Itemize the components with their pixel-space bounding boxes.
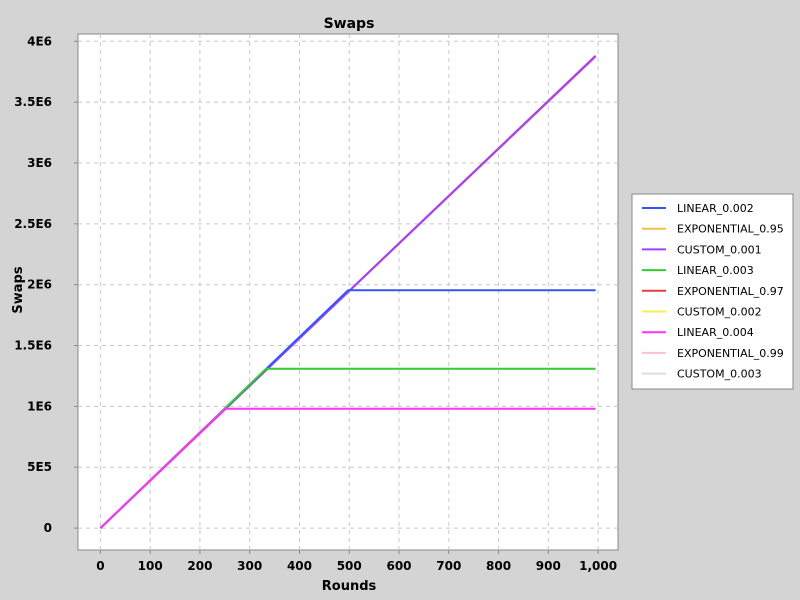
x-axis-label: Rounds <box>322 579 377 594</box>
x-tick-label: 400 <box>287 559 312 573</box>
y-tick-label: 1.5E6 <box>14 339 52 353</box>
legend-entry: CUSTOM_0.002 <box>677 306 762 319</box>
x-tick-label: 100 <box>138 559 163 573</box>
x-tick-label: 200 <box>187 559 212 573</box>
x-tick-label: 900 <box>536 559 561 573</box>
y-tick-label: 0 <box>44 521 52 535</box>
legend-entry: CUSTOM_0.001 <box>677 243 762 256</box>
legend-entry: EXPONENTIAL_0.99 <box>677 347 784 360</box>
legend-entry: LINEAR_0.004 <box>677 326 754 339</box>
y-axis-label: Swaps <box>11 266 26 313</box>
x-tick-label: 1,000 <box>579 559 617 573</box>
series-line <box>99 407 596 529</box>
grid <box>78 34 618 550</box>
legend-items: LINEAR_0.002 EXPONENTIAL_0.95 CUSTOM_0.001… <box>642 202 784 381</box>
y-tick-label: 2.5E6 <box>14 217 52 231</box>
y-tick-label: 4E6 <box>27 34 52 48</box>
series-lines <box>99 54 597 529</box>
legend-entry: LINEAR_0.002 <box>677 202 754 215</box>
x-tick-label: 300 <box>237 559 262 573</box>
legend-entry: LINEAR_0.003 <box>677 264 754 277</box>
legend-entry: EXPONENTIAL_0.97 <box>677 285 784 298</box>
x-tick-label: 600 <box>386 559 411 573</box>
y-axis: 0 5E5 1E6 1.5E6 2E6 2.5E6 3E6 3.5E6 4E6 <box>14 34 78 535</box>
legend-entry: EXPONENTIAL_0.95 <box>677 223 784 236</box>
y-tick-label: 3.5E6 <box>14 95 52 109</box>
x-tick-label: 800 <box>486 559 511 573</box>
x-axis: 0 100 200 300 400 500 600 700 800 900 1,000 <box>96 550 617 573</box>
y-tick-label: 3E6 <box>27 156 52 170</box>
x-tick-label: 500 <box>337 559 362 573</box>
legend-entry: CUSTOM_0.003 <box>677 368 762 381</box>
y-tick-label: 1E6 <box>27 399 52 413</box>
legend: LINEAR_0.002 EXPONENTIAL_0.95 CUSTOM_0.001… <box>631 193 794 390</box>
x-tick-label: 0 <box>96 559 104 573</box>
x-tick-label: 700 <box>436 559 461 573</box>
chart-title: Swaps <box>324 16 375 32</box>
y-tick-label: 2E6 <box>27 278 52 292</box>
y-tick-label: 5E5 <box>27 460 52 474</box>
